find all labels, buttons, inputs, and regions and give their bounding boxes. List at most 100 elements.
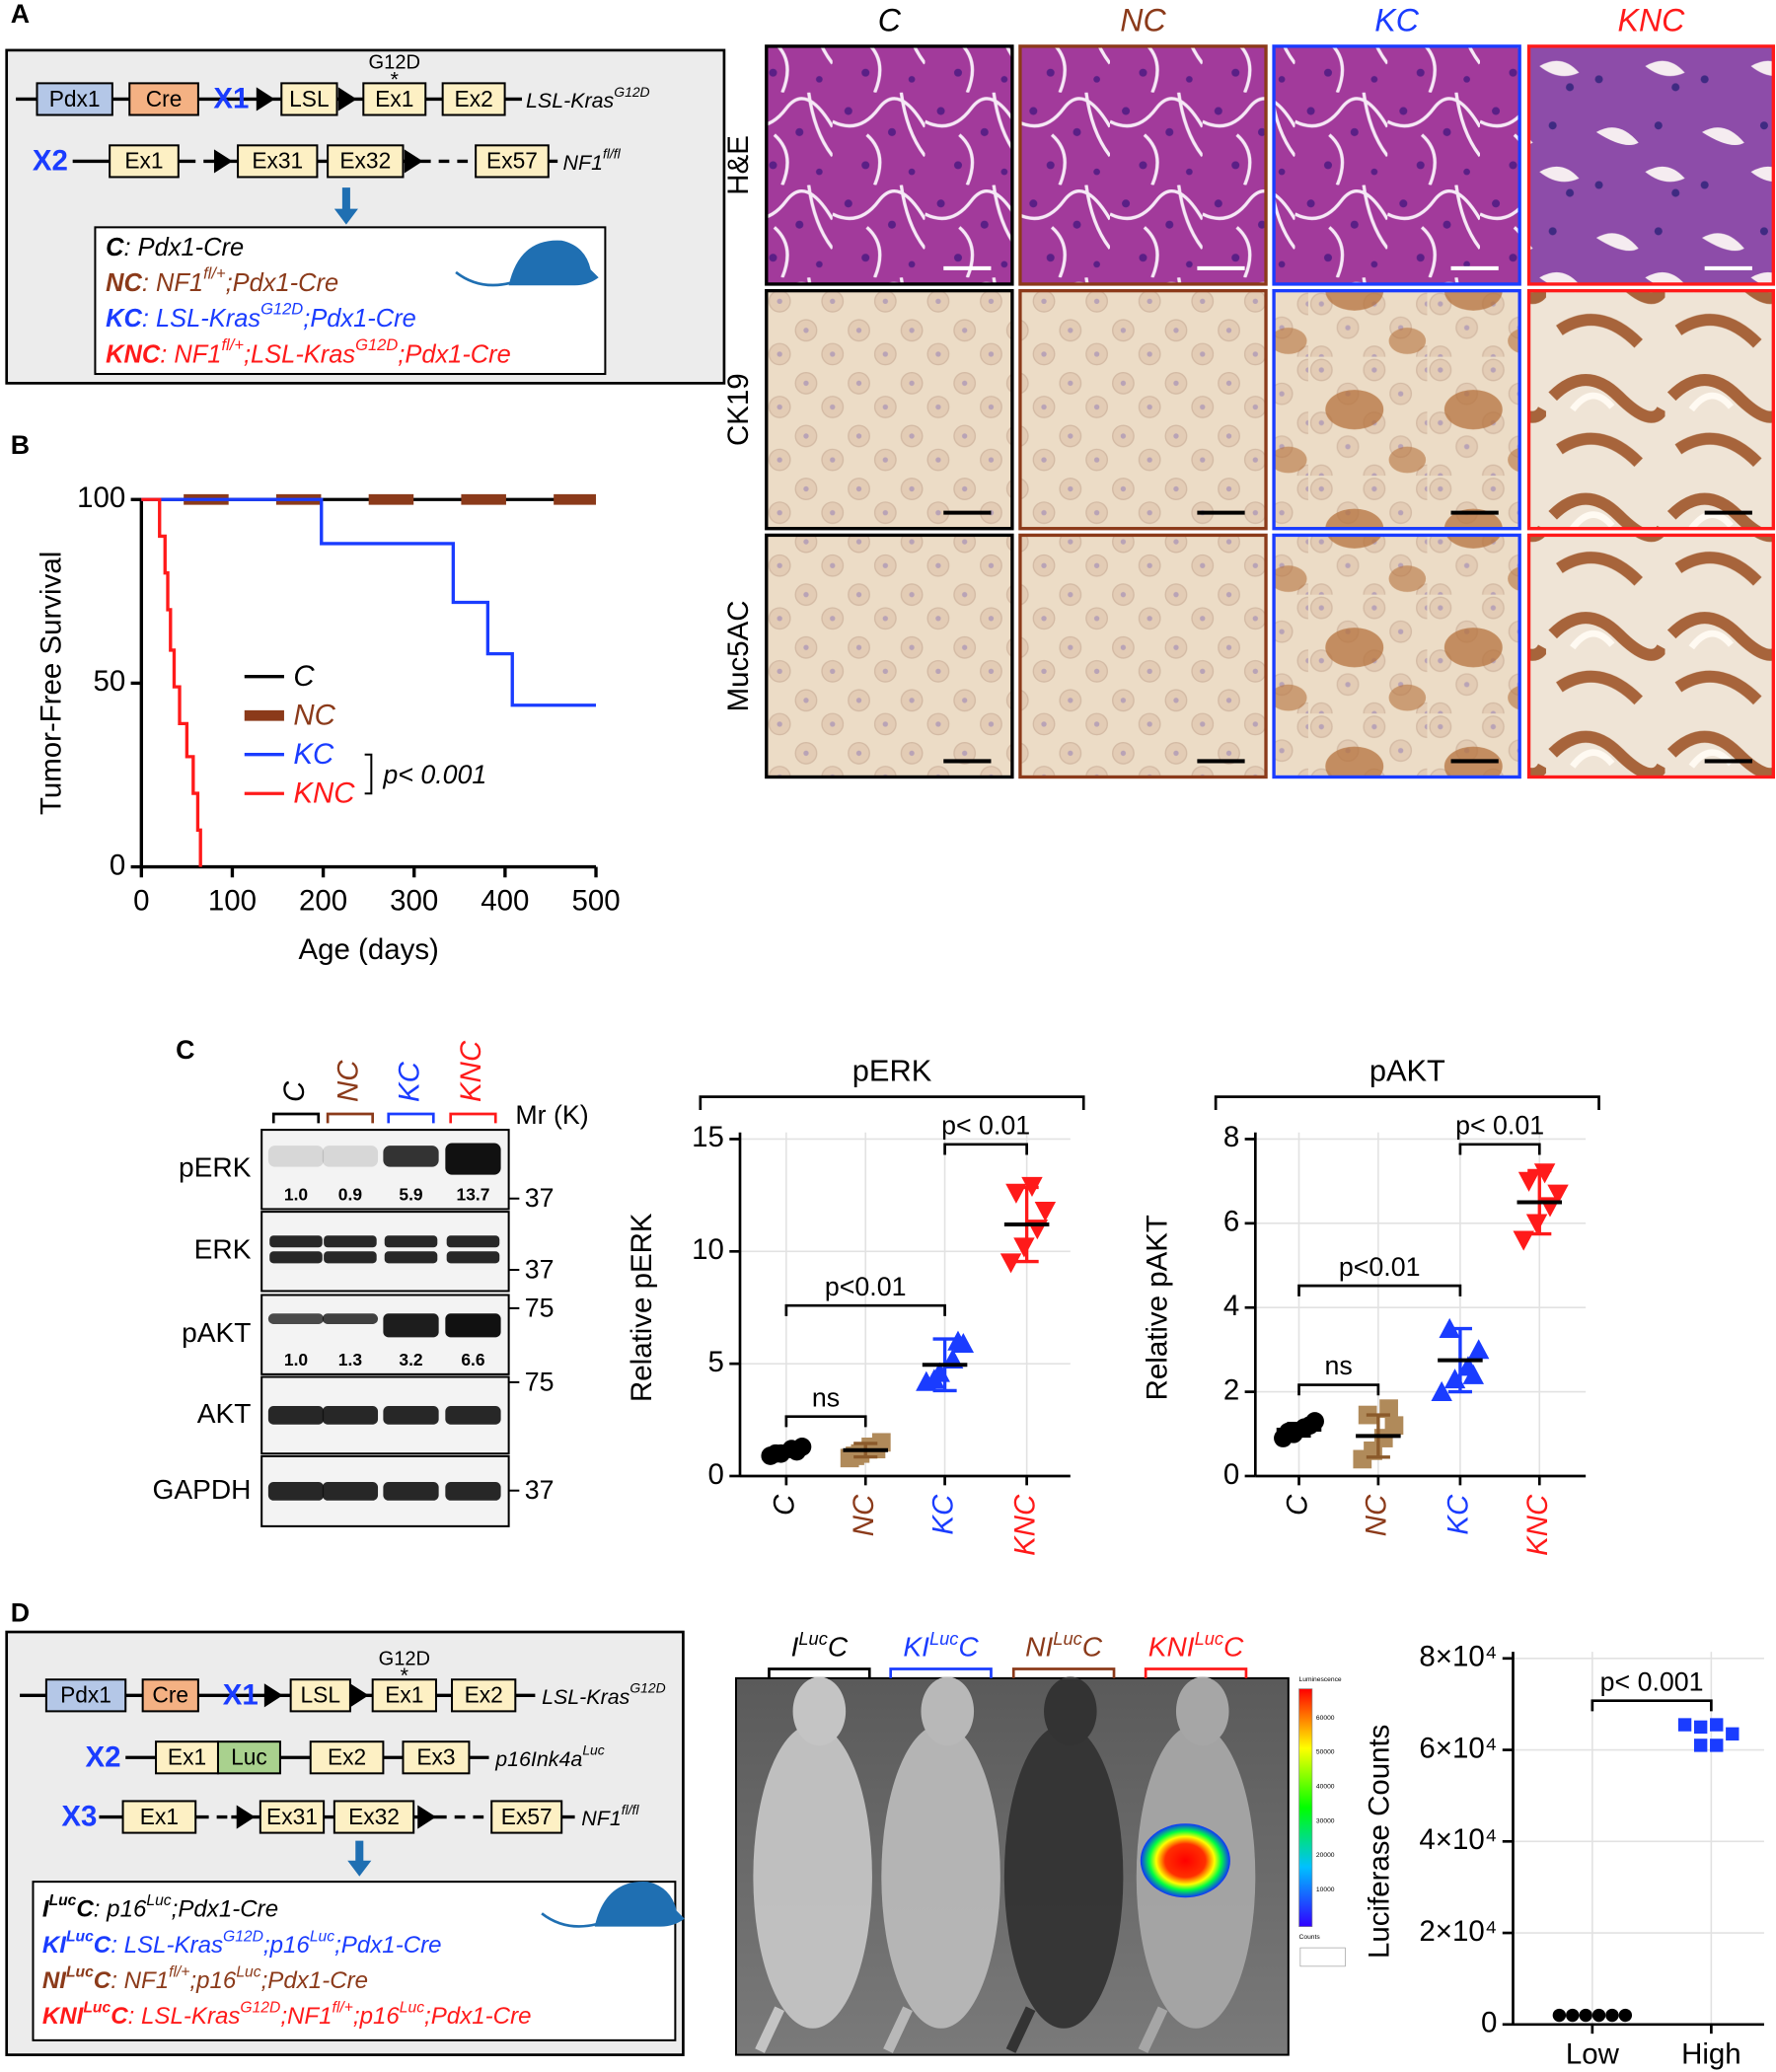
data-point bbox=[1605, 2008, 1619, 2023]
genotype: NILucC: NF1fl/+;p16Luc;Pdx1-Cre bbox=[42, 1964, 368, 1995]
data-point bbox=[1693, 1739, 1708, 1752]
significance-bracket bbox=[1591, 1699, 1713, 1712]
text-part: KNC bbox=[106, 340, 161, 368]
group-bracket bbox=[889, 1667, 993, 1678]
exon-box bbox=[128, 82, 199, 116]
row-label: pAKT bbox=[182, 1317, 251, 1348]
band bbox=[445, 1406, 501, 1425]
mouse-leg bbox=[1138, 2006, 1168, 2053]
row-label: CK19 bbox=[722, 373, 755, 446]
text-part: : NF1 bbox=[111, 1967, 169, 1994]
y-tick-label: 0 bbox=[1223, 1458, 1239, 1491]
x-tick-label: 0 bbox=[133, 885, 149, 918]
exon-box bbox=[327, 144, 405, 179]
x-tick-label: 100 bbox=[208, 885, 257, 918]
text-part: Luc bbox=[66, 1964, 94, 1981]
mouse-head bbox=[1044, 1676, 1097, 1746]
exon-box bbox=[259, 1800, 326, 1834]
x-tick-label: KC bbox=[926, 1494, 959, 1535]
band bbox=[267, 1482, 325, 1501]
histology-image bbox=[1018, 288, 1268, 531]
y-tick-label: 10 bbox=[692, 1233, 724, 1266]
text-part: ;Pdx1-Cre bbox=[172, 1896, 278, 1923]
y-tick-label: 6×10⁴ bbox=[1419, 1732, 1497, 1764]
data-point bbox=[1013, 1237, 1035, 1258]
x-tick-label: High bbox=[1681, 2038, 1741, 2071]
exon-label: Cre bbox=[152, 1682, 188, 1708]
loxp-site bbox=[213, 149, 233, 174]
y-tick-label: 0 bbox=[708, 1458, 724, 1491]
lane-label: KC bbox=[393, 1061, 425, 1102]
text-part: ;p16 bbox=[353, 2003, 400, 2030]
panel-label: B bbox=[11, 430, 30, 460]
down-arrow bbox=[347, 1840, 372, 1877]
text-part: Luc bbox=[798, 1628, 827, 1649]
data-point bbox=[1462, 1364, 1485, 1384]
text-part: fl/fl bbox=[603, 145, 622, 161]
y-tick-label: 8×10⁴ bbox=[1419, 1641, 1497, 1673]
exon-label: Ex57 bbox=[486, 148, 538, 174]
data-point bbox=[1710, 1718, 1724, 1732]
text-part: ;Pdx1-Cre bbox=[226, 269, 339, 297]
x-tick-label: 200 bbox=[299, 885, 347, 918]
luminescence-signal bbox=[1140, 1823, 1230, 1898]
column-label: KC bbox=[1374, 2, 1419, 37]
genotype-label: NC bbox=[106, 269, 142, 297]
data-point bbox=[1547, 1184, 1569, 1205]
exon-box bbox=[44, 1678, 127, 1713]
band bbox=[383, 1313, 439, 1338]
histology-image bbox=[1018, 44, 1268, 286]
loxp-site bbox=[417, 1805, 436, 1829]
text-part: : NF1 bbox=[160, 340, 221, 368]
genotype-box bbox=[94, 226, 607, 376]
data-point bbox=[1533, 1163, 1556, 1184]
significance-label: p< 0.01 bbox=[941, 1110, 1030, 1140]
allele-label: LSL-KrasG12D bbox=[542, 1679, 666, 1708]
text-part: I bbox=[42, 1896, 50, 1923]
group-label: KILucC bbox=[903, 1628, 979, 1663]
exon-box bbox=[121, 1800, 197, 1834]
text-part: LSL-Kras bbox=[542, 1685, 630, 1709]
exon-box bbox=[333, 1800, 415, 1834]
text-part: Luc bbox=[400, 2000, 424, 2017]
histology-image bbox=[1272, 288, 1521, 531]
data-point bbox=[947, 1330, 969, 1351]
y-tick-label: 4×10⁴ bbox=[1419, 1823, 1497, 1856]
colorbar-unit: Counts bbox=[1299, 1934, 1321, 1941]
vector-label: X1 bbox=[213, 83, 249, 115]
data-point bbox=[1379, 1399, 1398, 1419]
significance-bracket bbox=[943, 1143, 1028, 1155]
exon-label: Ex1 bbox=[168, 1744, 206, 1770]
exon-box bbox=[289, 1678, 351, 1713]
band bbox=[267, 1146, 325, 1167]
column-label: C bbox=[878, 2, 902, 37]
loxp-site bbox=[236, 1805, 256, 1829]
group-bracket bbox=[768, 1667, 871, 1678]
genotype: KC: LSL-KrasG12D;Pdx1-Cre bbox=[106, 300, 416, 333]
quantification: 3.2 bbox=[399, 1350, 422, 1369]
x-tick-label: NC bbox=[848, 1494, 880, 1536]
text-part: C bbox=[106, 234, 124, 261]
lane-bracket bbox=[387, 1112, 435, 1124]
genotype: KNILucC: LSL-KrasG12D;NF1fl/+;p16Luc;Pdx… bbox=[42, 2000, 532, 2031]
panel-label: C bbox=[176, 1035, 194, 1065]
x-tick-label: KC bbox=[1443, 1494, 1475, 1535]
quantification: 13.7 bbox=[457, 1185, 490, 1205]
significance-label: ns bbox=[1325, 1351, 1353, 1380]
genotype: ILucC: p16Luc;Pdx1-Cre bbox=[42, 1892, 278, 1923]
band bbox=[383, 1146, 439, 1167]
mr-label: Mr (K) bbox=[515, 1100, 588, 1130]
colorbar-tick: 20000 bbox=[1316, 1852, 1335, 1859]
text-part: C bbox=[94, 1932, 111, 1959]
text-part: LSL-Kras bbox=[526, 89, 615, 112]
text-part: : NF1 bbox=[142, 269, 203, 297]
loxp-site bbox=[256, 87, 275, 111]
colorbar-tick: 60000 bbox=[1316, 1715, 1335, 1722]
title-bracket bbox=[699, 1095, 1085, 1110]
y-axis-title: Relative pERK bbox=[626, 1213, 658, 1402]
legend-label: KC bbox=[293, 738, 334, 771]
exon-box bbox=[109, 144, 180, 179]
y-tick-label: 4 bbox=[1223, 1290, 1239, 1322]
exon-label: Ex2 bbox=[328, 1744, 366, 1770]
